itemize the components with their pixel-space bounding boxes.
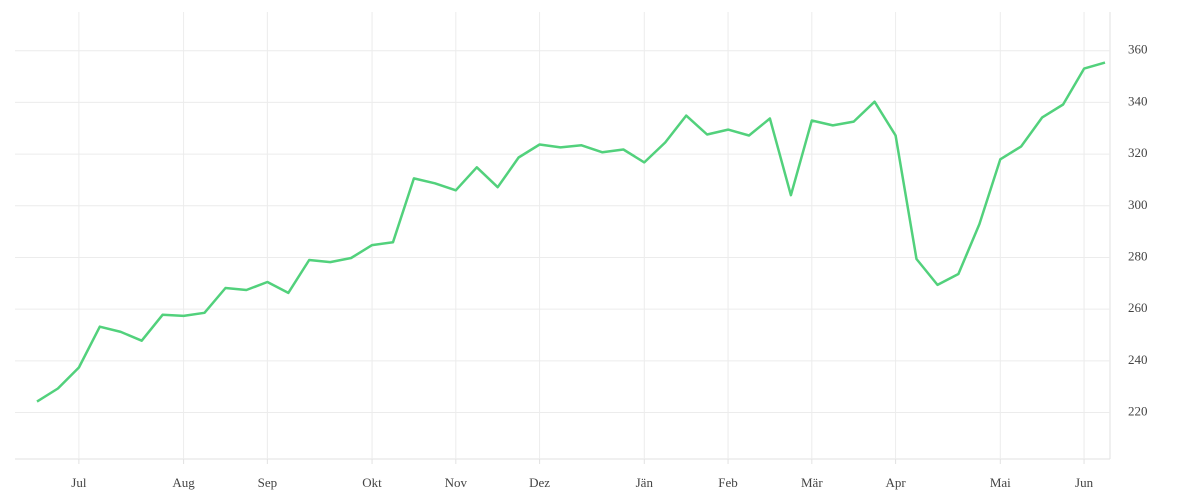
y-tick-label: 340 <box>1128 93 1148 108</box>
x-tick-label: Dez <box>529 475 550 490</box>
y-tick-label: 320 <box>1128 145 1148 160</box>
data-line <box>36 61 1106 403</box>
x-tick-label: Mär <box>801 475 823 490</box>
x-tick-label: Feb <box>718 475 738 490</box>
x-tick-label: Okt <box>362 475 382 490</box>
x-tick-label: Aug <box>172 475 195 490</box>
y-tick-label: 300 <box>1128 197 1148 212</box>
x-tick-label: Sep <box>258 475 278 490</box>
x-tick-label: Jän <box>636 475 654 490</box>
x-tick-label: Nov <box>445 475 468 490</box>
y-tick-label: 220 <box>1128 403 1148 418</box>
y-tick-label: 260 <box>1128 300 1148 315</box>
x-tick-label: Mai <box>990 475 1011 490</box>
y-tick-label: 240 <box>1128 352 1148 367</box>
x-tick-label: Jul <box>71 475 87 490</box>
x-tick-label: Jun <box>1075 475 1094 490</box>
y-tick-label: 360 <box>1128 42 1148 57</box>
y-tick-label: 280 <box>1128 248 1148 263</box>
x-tick-label: Apr <box>885 475 906 490</box>
